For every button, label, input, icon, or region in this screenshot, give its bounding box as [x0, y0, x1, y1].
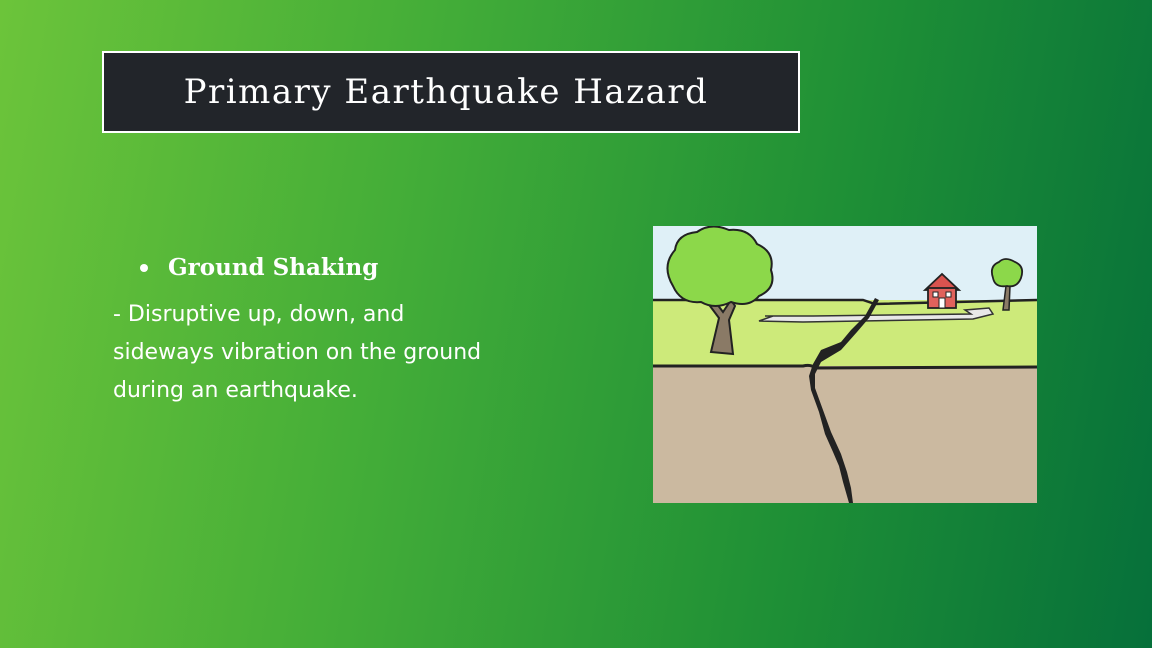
road [758, 307, 995, 323]
bullet-dot-icon [140, 263, 148, 272]
small-tree-icon [990, 258, 1024, 311]
house-icon [922, 272, 962, 309]
page-title: Primary Earthquake Hazard [183, 72, 709, 112]
tree-trunk [704, 298, 737, 356]
bullet-heading: Ground Shaking [168, 254, 379, 281]
bullet-description: - Disruptive up, down, and sideways vibr… [113, 302, 482, 403]
title-banner: Primary Earthquake Hazard [102, 51, 800, 133]
bullet-item: Ground Shaking [140, 254, 378, 281]
tree-canopy [666, 226, 774, 307]
earthquake-ground-crack-illustration [653, 226, 1037, 503]
ground-crack [809, 298, 879, 503]
